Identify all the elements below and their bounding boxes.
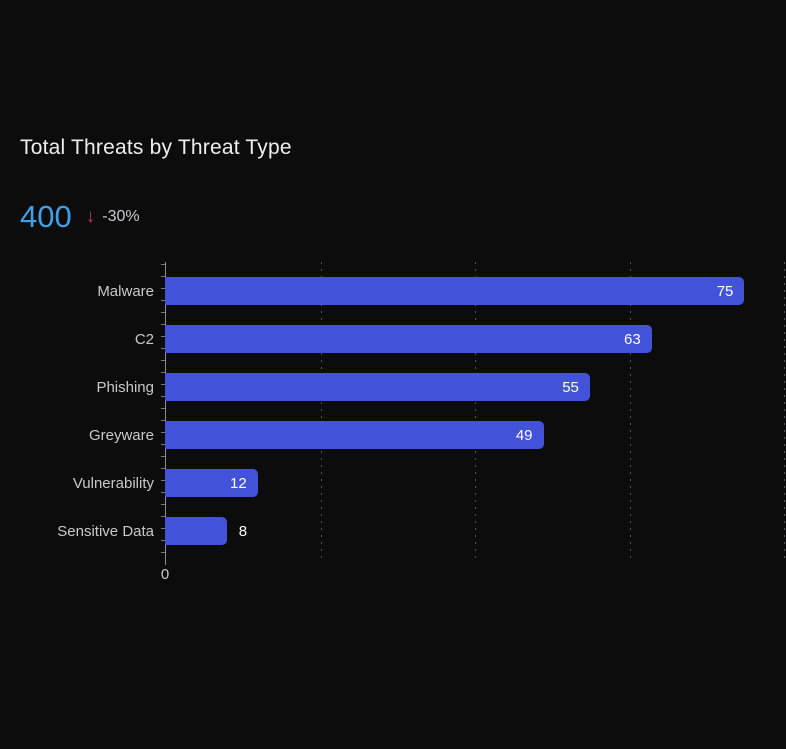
bar-value-label: 8 (238, 522, 248, 540)
kpi-delta-percent: -30% (102, 208, 140, 225)
bar-row: Greyware 49 (0, 411, 783, 459)
gridline-60 (629, 262, 631, 558)
bar-phishing[interactable]: 55 (165, 373, 590, 401)
bar-row: Vulnerability 12 (0, 459, 783, 507)
bar-row: Phishing 55 (0, 363, 783, 411)
bar-sensitive-data[interactable] (165, 517, 227, 545)
plot-area (161, 262, 785, 565)
bar-row: Malware 75 (0, 267, 783, 315)
bar-value-label: 55 (562, 378, 579, 396)
y-axis-ticks (161, 264, 165, 557)
bar-value-label: 75 (716, 282, 734, 300)
category-label: Greyware (88, 426, 154, 444)
bar-greyware[interactable]: 49 (165, 421, 544, 449)
bar-track: 63 (165, 325, 783, 353)
bar-malware[interactable]: 75 (165, 277, 745, 305)
gridline-20 (320, 262, 322, 558)
trend-down-arrow-icon: ↓ (85, 206, 96, 227)
category-label: Malware (97, 282, 154, 300)
bar-c2[interactable]: 63 (165, 325, 652, 353)
kpi-total-value: 400 (20, 199, 72, 234)
bar-track: 12 (165, 469, 783, 497)
bar-value-label: 49 (515, 426, 533, 444)
horizontal-bar-chart: Malware 75 C2 63 Phishing 55 Greyware 49 Vulnera… (0, 262, 786, 592)
gridline-80 (784, 262, 785, 558)
category-label: Vulnerability (72, 474, 154, 492)
category-label: Phishing (96, 378, 154, 396)
x-axis-zero-tick (165, 558, 166, 565)
chart-title: Total Threats by Threat Type (20, 136, 292, 159)
bar-track: 8 (165, 517, 783, 545)
bar-track: 49 (165, 421, 783, 449)
gridline-40 (475, 262, 476, 558)
bar-value-label: 12 (230, 474, 247, 492)
bar-track: 75 (165, 277, 783, 305)
bar-vulnerability[interactable]: 12 (165, 469, 258, 497)
bar-rows: Malware 75 C2 63 Phishing 55 Greyware 49 Vulnera… (0, 267, 783, 555)
bar-track: 55 (165, 373, 783, 401)
category-label: C2 (134, 330, 154, 348)
bar-row: C2 63 (0, 315, 783, 363)
category-label: Sensitive Data (57, 522, 154, 540)
bar-row: Sensitive Data 8 (0, 507, 783, 555)
x-axis-zero-label: 0 (160, 566, 170, 583)
kpi-row: 400 ↓ -30% (20, 201, 140, 233)
bar-value-label: 63 (623, 330, 641, 348)
